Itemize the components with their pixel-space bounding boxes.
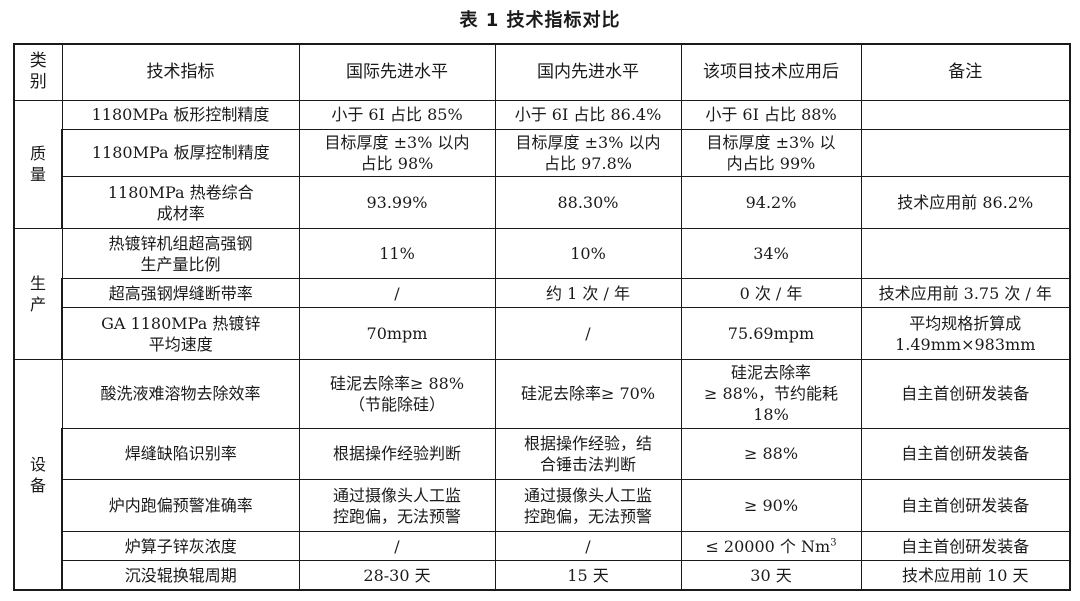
- domestic-cell: /: [494, 307, 682, 360]
- intl-cell: 根据操作经验判断: [298, 427, 496, 481]
- note-cell: 技术应用前 10 天: [860, 560, 1071, 591]
- note-cell: [860, 99, 1071, 130]
- note-cell: 自主首创研发装备: [860, 359, 1071, 429]
- spec-comparison-table: 类别 技术指标 国际先进水平 国内先进水平 该项目技术应用后 备注 质量 1180…: [13, 43, 1071, 591]
- metric-cell: 1180MPa 板厚控制精度: [61, 128, 300, 178]
- project-cell: 0 次 / 年: [680, 278, 862, 309]
- project-cell: 目标厚度 ±3% 以内占比 99%: [680, 128, 862, 178]
- note-cell: [860, 128, 1071, 178]
- table-row: 焊缝缺陷识别率 根据操作经验判断 根据操作经验，结 合锤击法判断 ≥ 88% 自主首创研发…: [14, 427, 1071, 481]
- project-cell: ≤ 20000 个 Nm3: [680, 531, 862, 562]
- intl-cell: /: [298, 531, 496, 562]
- metric-cell: 炉算子锌灰浓度: [61, 531, 300, 562]
- project-cell: 94.2%: [680, 176, 862, 230]
- header-domestic: 国内先进水平: [494, 43, 682, 101]
- table-caption: 表 1 技术指标对比: [459, 10, 621, 31]
- project-cell: 75.69mpm: [680, 307, 862, 360]
- domestic-cell: 通过摄像头人工监 控跑偏，无法预警: [494, 479, 682, 533]
- intl-cell: 11%: [298, 228, 496, 280]
- project-value: ≤ 20000 个 Nm: [705, 536, 831, 556]
- table-row: 炉内跑偏预警准确率 通过摄像头人工监 控跑偏，无法预警 通过摄像头人工监 控跑偏，无法预…: [14, 479, 1071, 533]
- domestic-cell: 小于 6I 占比 86.4%: [494, 99, 682, 130]
- intl-cell: /: [298, 278, 496, 309]
- note-cell: 自主首创研发装备: [860, 427, 1071, 481]
- header-note: 备注: [860, 43, 1071, 101]
- project-cell: 30 天: [680, 560, 862, 591]
- domestic-cell: /: [494, 531, 682, 562]
- category-cell-production: 生产: [13, 228, 63, 360]
- domestic-cell: 15 天: [494, 560, 682, 591]
- intl-cell: 硅泥去除率≥ 88% （节能除硅）: [298, 359, 496, 429]
- note-cell: 技术应用前 3.75 次 / 年: [860, 278, 1071, 309]
- table-row: 沉没辊换辊周期 28-30 天 15 天 30 天技术应用前 10 天: [14, 560, 1071, 591]
- metric-cell: 1180MPa 热卷综合 成材率: [61, 176, 300, 230]
- table-row: GA 1180MPa 热镀锌 平均速度 70mpm/75.69mpm 平均规格折算成 1…: [14, 307, 1071, 360]
- table-row: 炉算子锌灰浓度 / / ≤ 20000 个 Nm3 自主首创研发装备: [14, 531, 1071, 562]
- intl-cell: 93.99%: [298, 176, 496, 230]
- domestic-cell: 根据操作经验，结 合锤击法判断: [494, 427, 682, 481]
- metric-cell: 焊缝缺陷识别率: [61, 427, 300, 481]
- table-row: 生产热镀锌机组超高强钢 生产量比例 11% 10% 34%: [13, 228, 1071, 360]
- intl-cell: 70mpm: [298, 307, 496, 360]
- table-row: 设备酸洗液难溶物去除效率 硅泥去除率≥ 88% （节能除硅） 硅泥去除率≥ 70% 硅泥…: [13, 359, 1071, 591]
- metric-cell: 1180MPa 板形控制精度: [61, 99, 300, 130]
- metric-cell: 热镀锌机组超高强钢 生产量比例: [61, 228, 300, 280]
- intl-cell: 小于 6I 占比 85%: [298, 99, 496, 130]
- project-cell: 34%: [680, 228, 862, 280]
- note-cell: [860, 228, 1071, 280]
- category-cell-quality: 质量: [13, 99, 63, 230]
- intl-cell: 通过摄像头人工监 控跑偏，无法预警: [298, 479, 496, 533]
- header-project: 该项目技术应用后: [680, 43, 862, 101]
- domestic-cell: 88.30%: [494, 176, 682, 230]
- metric-cell: 炉内跑偏预警准确率: [61, 479, 300, 533]
- domestic-cell: 约 1 次 / 年: [494, 278, 682, 309]
- domestic-cell: 10%: [494, 228, 682, 280]
- note-cell: 自主首创研发装备: [860, 479, 1071, 533]
- domestic-cell: 硅泥去除率≥ 70%: [494, 359, 682, 429]
- project-cell: ≥ 90%: [680, 479, 862, 533]
- metric-cell: 沉没辊换辊周期: [61, 560, 300, 591]
- intl-cell: 目标厚度 ±3% 以内 占比 98%: [298, 128, 496, 178]
- table-row: 质量 1180MPa 板形控制精度 小于 6I 占比 85% 小于 6I 占比 86.…: [13, 99, 1071, 230]
- header-category: 类别: [13, 43, 63, 101]
- project-cell: 小于 6I 占比 88%: [680, 99, 862, 130]
- header-row: 类别 技术指标 国际先进水平 国内先进水平 该项目技术应用后 备注: [13, 43, 1071, 101]
- metric-cell: GA 1180MPa 热镀锌 平均速度: [61, 307, 300, 360]
- superscript-exponent: 3: [830, 537, 837, 549]
- note-cell: 技术应用前 86.2%: [860, 176, 1071, 230]
- note-cell: 平均规格折算成 1.49mm×983mm: [860, 307, 1071, 360]
- project-cell: 硅泥去除率 ≥ 88%，节约能耗 18%: [680, 359, 862, 429]
- project-cell: ≥ 88%: [680, 427, 862, 481]
- table-row: 1180MPa 板厚控制精度 目标厚度 ±3% 以内 占比 98% 目标厚度 ±3% …: [14, 128, 1071, 178]
- intl-cell: 28-30 天: [298, 560, 496, 591]
- header-intl: 国际先进水平: [298, 43, 496, 101]
- category-cell-equipment: 设备: [13, 359, 63, 591]
- note-cell: 自主首创研发装备: [860, 531, 1071, 562]
- domestic-cell: 目标厚度 ±3% 以内 占比 97.8%: [494, 128, 682, 178]
- table-row: 1180MPa 热卷综合 成材率 93.99% 88.30% 94.2% 技术应用前 86…: [14, 176, 1071, 230]
- metric-cell: 超高强钢焊缝断带率: [61, 278, 300, 309]
- metric-cell: 酸洗液难溶物去除效率: [61, 359, 300, 429]
- header-metric: 技术指标: [61, 43, 300, 101]
